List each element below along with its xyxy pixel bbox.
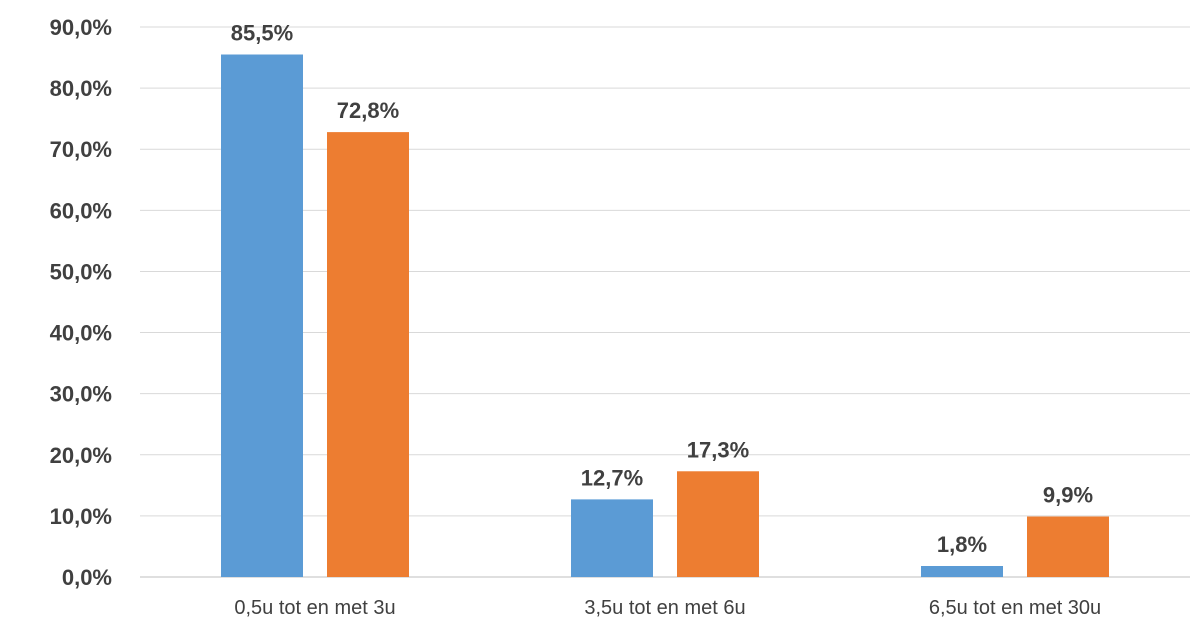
bar	[221, 54, 303, 577]
y-tick-label: 90,0%	[50, 15, 112, 40]
x-tick-label: 6,5u tot en met 30u	[929, 597, 1101, 619]
y-tick-label: 10,0%	[50, 504, 112, 529]
data-label: 12,7%	[581, 465, 643, 490]
y-tick-label: 80,0%	[50, 76, 112, 101]
y-tick-label: 50,0%	[50, 259, 112, 284]
bar	[677, 471, 759, 577]
bar	[571, 499, 653, 577]
data-label: 17,3%	[687, 437, 749, 462]
x-tick-label: 0,5u tot en met 3u	[234, 597, 395, 619]
y-tick-label: 40,0%	[50, 321, 112, 346]
y-tick-label: 20,0%	[50, 443, 112, 468]
y-tick-label: 60,0%	[50, 198, 112, 223]
x-tick-label: 3,5u tot en met 6u	[584, 597, 745, 619]
data-label: 72,8%	[337, 98, 399, 123]
bar	[327, 132, 409, 577]
y-tick-label: 0,0%	[62, 565, 112, 590]
bar	[1027, 516, 1109, 577]
bars	[221, 54, 1109, 577]
data-label: 1,8%	[937, 532, 987, 557]
y-tick-label: 70,0%	[50, 137, 112, 162]
data-label: 85,5%	[231, 21, 293, 46]
y-tick-label: 30,0%	[50, 382, 112, 407]
gridlines	[140, 26, 1190, 517]
labels: 0,0% 10,0% 20,0% 30,0% 40,0% 50,0% 60,0% 70,0% 8…	[50, 15, 1102, 619]
data-label: 9,9%	[1043, 483, 1093, 508]
bar	[921, 566, 1003, 577]
